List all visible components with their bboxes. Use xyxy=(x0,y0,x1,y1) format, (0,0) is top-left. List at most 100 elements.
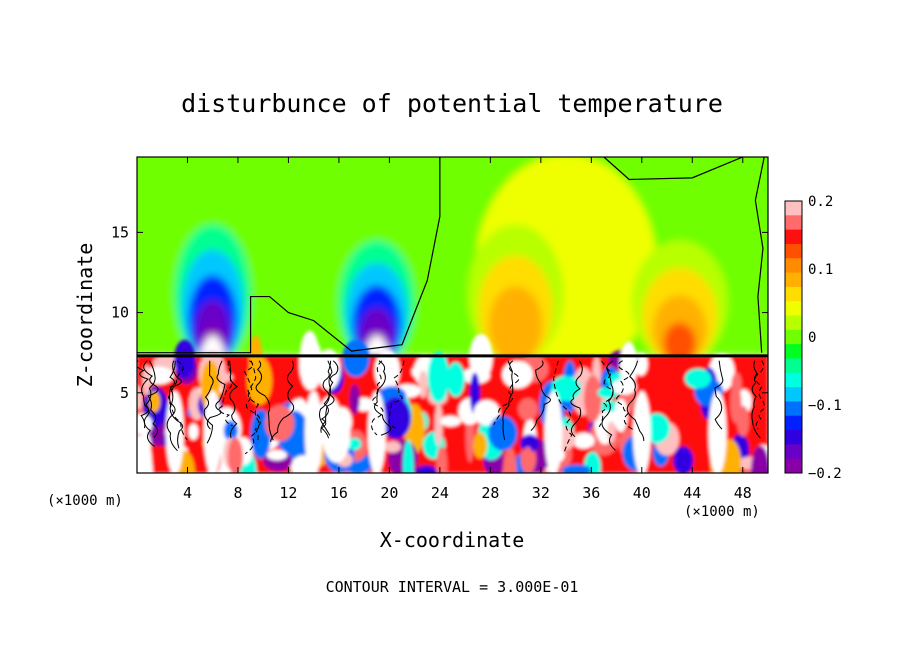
colorbar-swatch xyxy=(785,258,802,274)
colorbar-swatch xyxy=(785,444,802,460)
x-tick-label: 36 xyxy=(582,484,600,502)
lower-blob xyxy=(266,449,288,461)
lower-column-3 xyxy=(367,390,386,473)
x-tick: 36 xyxy=(582,157,600,502)
x-tick: 16 xyxy=(330,157,348,502)
lower-blob xyxy=(503,446,517,473)
x-tick-label: 20 xyxy=(380,484,398,502)
x-tick-label: 44 xyxy=(683,484,701,502)
colorbar-swatch xyxy=(785,387,802,402)
lower-contour xyxy=(751,360,761,439)
y-tick-label: 15 xyxy=(111,223,129,241)
lower-contour xyxy=(166,360,182,452)
colorbar-swatch xyxy=(785,286,802,302)
lower-column-0 xyxy=(165,390,184,473)
y-tick-label: 10 xyxy=(111,304,129,322)
lower-contour xyxy=(388,360,405,429)
lower-blob xyxy=(473,399,500,426)
colorbar-frame xyxy=(784,200,803,474)
lower-contour xyxy=(616,360,634,430)
x-tick-label: 12 xyxy=(279,484,297,502)
feature-0-core xyxy=(198,335,227,356)
lower-blob xyxy=(731,372,742,397)
lower-blob xyxy=(684,368,712,389)
zero-contour-top xyxy=(603,157,743,181)
lower-blob xyxy=(613,398,628,433)
lower-blob xyxy=(518,398,538,421)
lower-blob xyxy=(418,370,428,399)
lower-contour xyxy=(245,360,261,443)
lower-contour xyxy=(374,360,392,436)
feature-1-core xyxy=(362,335,391,356)
x-tick-label: 8 xyxy=(233,484,242,502)
lower-contour xyxy=(320,360,333,439)
lower-blob xyxy=(561,464,592,473)
colorbar-swatch xyxy=(785,415,802,431)
x-tick: 28 xyxy=(481,157,499,502)
lower-contour xyxy=(371,360,384,436)
y-axis-ticks: 5 10 15 xyxy=(111,223,768,402)
x-tick: 32 xyxy=(532,157,550,502)
lower-blob xyxy=(249,335,263,386)
lower-contour xyxy=(143,360,159,438)
contour-lines xyxy=(137,157,768,455)
lower-contour xyxy=(203,360,214,444)
lower-blob xyxy=(349,384,360,415)
colorbar-swatch xyxy=(785,401,802,417)
lower-blob xyxy=(434,402,443,447)
y-tick: 15 xyxy=(111,223,768,241)
x-axis-label: X-coordinate xyxy=(380,528,525,552)
zero-contour-left xyxy=(137,157,441,354)
field-smooth-layer xyxy=(137,157,768,375)
colorbar-tick-label: 0.2 xyxy=(808,194,833,210)
colorbar-tick-label: −0.2 xyxy=(808,466,842,482)
zero-contour-right xyxy=(754,157,765,353)
colorbar-swatch xyxy=(785,229,802,245)
lower-blob xyxy=(520,434,540,452)
colorbar-swatch xyxy=(785,301,802,317)
lower-blob xyxy=(502,360,533,389)
lower-blob xyxy=(188,423,199,440)
x-axis-ticks: 4 8 12 16 20 24 28 32 36 40 44 48 xyxy=(183,157,752,502)
lower-contour xyxy=(143,360,156,447)
lower-contour xyxy=(626,360,645,441)
lower-blob xyxy=(427,351,450,403)
lower-contour xyxy=(319,360,332,436)
lower-contour xyxy=(270,360,295,442)
lower-contour xyxy=(502,360,514,441)
colorbar-tick-label: 0.1 xyxy=(808,262,833,278)
lower-blob xyxy=(403,439,414,473)
lower-blob xyxy=(572,432,595,449)
colorbar-swatch xyxy=(785,458,802,474)
lower-column-6 xyxy=(708,390,727,473)
lower-contour xyxy=(169,360,184,449)
lower-blob xyxy=(619,341,638,388)
lower-contour xyxy=(530,360,551,431)
colorbar-tick-label: 0 xyxy=(808,330,816,346)
lower-contour xyxy=(598,360,614,428)
lower-blob xyxy=(736,405,750,437)
lower-blob xyxy=(436,446,448,473)
y-tick: 10 xyxy=(111,304,768,322)
x-tick-label: 24 xyxy=(431,484,449,502)
x-tick-label: 40 xyxy=(633,484,651,502)
lower-layer xyxy=(137,330,768,473)
lower-contour xyxy=(714,360,724,430)
lower-blob xyxy=(439,415,462,427)
lower-contour xyxy=(168,360,188,441)
lower-blob xyxy=(523,446,533,466)
lower-contour xyxy=(493,360,520,426)
colorbar-swatch xyxy=(785,372,802,388)
lower-blob xyxy=(173,339,196,379)
lower-column-5 xyxy=(632,390,651,473)
colorbar-swatch xyxy=(785,315,802,331)
cool-band xyxy=(205,157,346,277)
y-unit-label: (×1000 m) xyxy=(47,493,123,509)
colorbar-swatch xyxy=(785,329,802,345)
lower-column-2 xyxy=(304,390,323,473)
heatmap-field xyxy=(137,157,768,473)
lower-contour xyxy=(255,360,274,441)
colorbar: 0.2 0.1 0 −0.1 −0.2 xyxy=(784,194,842,482)
feature-2-level-2 xyxy=(488,286,543,364)
